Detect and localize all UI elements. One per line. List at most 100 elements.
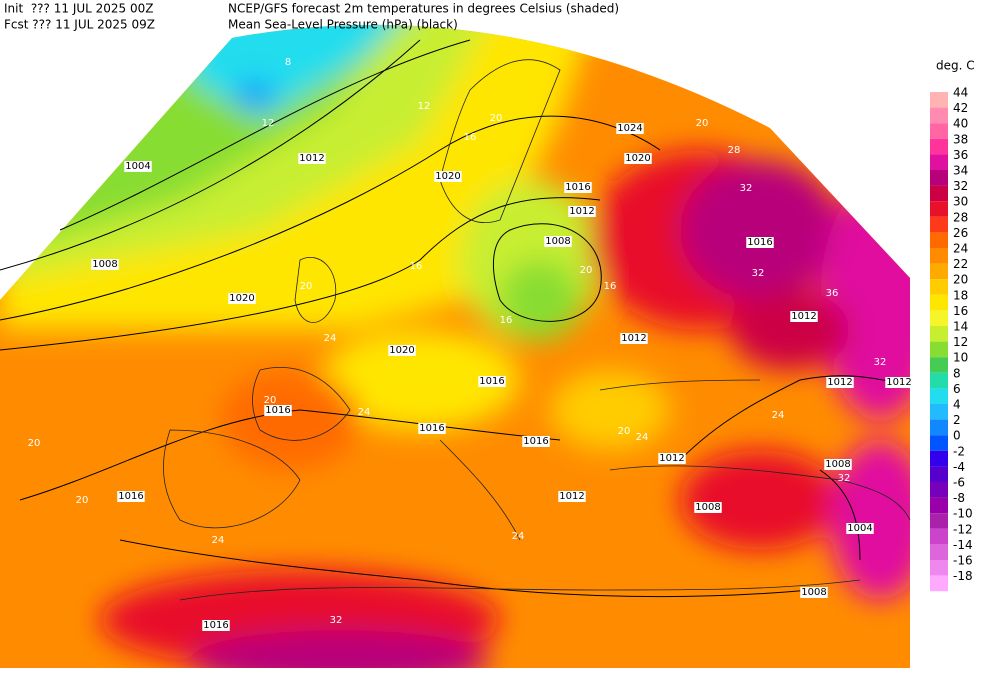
label-box: [694, 502, 722, 513]
legend-swatch: [930, 341, 948, 358]
isobar-label: 1012: [621, 333, 646, 344]
isobar-label: 1012: [791, 311, 816, 322]
legend-swatch: [930, 107, 948, 124]
legend-label: 0: [953, 429, 961, 443]
legend-label: -6: [953, 476, 965, 490]
temperature-label: 12: [262, 118, 275, 129]
temperature-label: 16: [604, 281, 617, 292]
isobar-label: 1008: [801, 587, 826, 598]
legend-swatch: [930, 216, 948, 233]
temperature-label: 32: [838, 473, 851, 484]
isobar-label: 1020: [229, 293, 254, 304]
label-box: [790, 311, 818, 322]
temperature-label: 8: [285, 57, 291, 68]
temperature-label: 20: [300, 281, 313, 292]
label-box: [388, 345, 416, 356]
temperature-label: 24: [358, 407, 371, 418]
init-time: Init ??? 11 JUL 2025 00Z: [4, 2, 153, 16]
legend-label: 8: [953, 366, 961, 380]
isobar-label: 1004: [847, 523, 872, 534]
legend-swatch: [930, 326, 948, 342]
legend-swatch: [930, 528, 948, 545]
legend-swatch: [930, 279, 948, 295]
label-box: [824, 459, 852, 470]
legend-swatch: [930, 170, 948, 186]
legend-swatch: [930, 357, 948, 373]
temperature-label: 24: [772, 410, 785, 421]
subtitle: Mean Sea-Level Pressure (hPa) (black): [228, 18, 458, 32]
label-box: [846, 523, 874, 534]
temperature-label: 32: [330, 615, 343, 626]
label-box: [544, 236, 572, 247]
temperature-label: 20: [264, 395, 277, 406]
legend-swatch: [930, 92, 948, 108]
temperature-label: 20: [490, 113, 503, 124]
legend-label: 40: [953, 117, 968, 131]
label-box: [418, 423, 446, 434]
temperature-label: 32: [740, 183, 753, 194]
label-box: [746, 237, 774, 248]
legend-swatch: [930, 544, 948, 560]
legend-label: -8: [953, 491, 965, 505]
legend-label: 38: [953, 132, 968, 146]
legend-label: -4: [953, 460, 965, 474]
pressure-isobars: [0, 39, 911, 598]
temperature-label: 20: [28, 438, 41, 449]
header: Init ??? 11 JUL 2025 00Z Fcst ??? 11 JUL…: [4, 2, 619, 32]
label-box: [658, 453, 686, 464]
isobar-label: 1012: [559, 491, 584, 502]
isobar-label: 1004: [125, 161, 150, 172]
legend-swatch: [930, 123, 948, 139]
isobar-label: 1008: [92, 259, 117, 270]
temperature-label: 36: [826, 288, 839, 299]
label-box: [624, 153, 652, 164]
label-box: [885, 377, 913, 388]
legend-label: 34: [953, 164, 968, 178]
legend-label: -2: [953, 444, 965, 458]
temperature-label: 24: [324, 333, 337, 344]
label-box: [228, 293, 256, 304]
temperature-label: 28: [728, 145, 741, 156]
legend-swatch: [930, 310, 948, 326]
legend-swatch: [930, 154, 948, 170]
legend-label: 22: [953, 257, 968, 271]
isobar-label: 1012: [299, 153, 324, 164]
title: NCEP/GFS forecast 2m temperatures in deg…: [228, 2, 619, 16]
isobar-label: 1016: [479, 376, 504, 387]
legend-label: 26: [953, 226, 968, 240]
legend-label: -16: [953, 554, 973, 568]
isobar-label: 1016: [523, 436, 548, 447]
isobar-label: 1016: [203, 620, 228, 631]
legend-label: 12: [953, 335, 968, 349]
legend-title: deg. C: [936, 59, 975, 73]
legend-swatch: [930, 372, 948, 389]
label-box: [117, 491, 145, 502]
isobar-label: 1016: [565, 182, 590, 193]
isobar-label: 1012: [827, 377, 852, 388]
legend-swatch: [930, 435, 948, 451]
legend-swatch: [930, 232, 948, 248]
legend-swatch: [930, 263, 948, 280]
isobar-label: 1024: [617, 123, 642, 134]
legend-label: 42: [953, 101, 968, 115]
label-box: [124, 161, 152, 172]
temperature-label: 20: [76, 495, 89, 506]
legend-swatch: [930, 388, 948, 404]
isobar-label: 1012: [569, 206, 594, 217]
legend-label: 4: [953, 398, 961, 412]
label-box: [522, 436, 550, 447]
isobar-label: 1016: [118, 491, 143, 502]
map-labels: 1004 1012 1008 1020 1020 1024 1020 1016 …: [28, 57, 913, 631]
isobar-label: 1016: [265, 405, 290, 416]
label-box: [800, 587, 828, 598]
legend-swatch: [930, 248, 948, 264]
temperature-label: 24: [512, 531, 525, 542]
legend-label: 32: [953, 179, 968, 193]
label-box: [568, 206, 596, 217]
temperature-label: 20: [696, 118, 709, 129]
isobar-label: 1012: [886, 377, 911, 388]
legend-label: -14: [953, 538, 973, 552]
legend-swatch: [930, 513, 948, 529]
legend-label: -12: [953, 522, 973, 536]
